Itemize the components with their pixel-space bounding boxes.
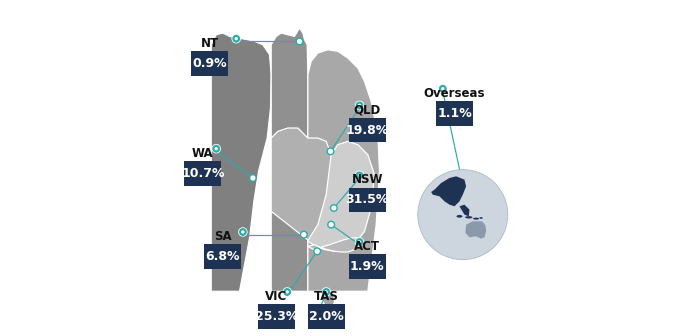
Text: 6.8%: 6.8%	[205, 250, 240, 263]
FancyBboxPatch shape	[349, 118, 386, 142]
Circle shape	[331, 205, 337, 211]
Circle shape	[441, 87, 444, 90]
Polygon shape	[308, 238, 360, 252]
Circle shape	[214, 147, 218, 150]
Circle shape	[355, 238, 364, 246]
Text: 1.1%: 1.1%	[437, 107, 472, 120]
Polygon shape	[357, 243, 362, 246]
Circle shape	[249, 175, 256, 181]
FancyBboxPatch shape	[349, 188, 386, 212]
Circle shape	[328, 221, 334, 228]
Polygon shape	[234, 40, 239, 43]
Text: Overseas: Overseas	[424, 87, 485, 100]
Circle shape	[296, 38, 303, 45]
FancyBboxPatch shape	[349, 254, 386, 279]
Text: 0.9%: 0.9%	[192, 57, 227, 70]
Circle shape	[285, 290, 289, 294]
Ellipse shape	[457, 215, 462, 218]
Text: ACT: ACT	[354, 240, 380, 253]
Circle shape	[241, 230, 245, 234]
Ellipse shape	[480, 217, 483, 219]
FancyBboxPatch shape	[185, 161, 221, 186]
Circle shape	[358, 240, 361, 244]
Circle shape	[238, 228, 247, 236]
Ellipse shape	[473, 218, 479, 220]
Text: QLD: QLD	[353, 103, 381, 116]
Text: 10.7%: 10.7%	[181, 167, 225, 180]
Polygon shape	[324, 293, 329, 296]
Polygon shape	[308, 141, 375, 251]
Circle shape	[283, 288, 291, 296]
Polygon shape	[357, 107, 362, 110]
Circle shape	[418, 170, 508, 260]
Ellipse shape	[465, 216, 473, 218]
Text: 31.5%: 31.5%	[345, 194, 389, 207]
Circle shape	[358, 174, 361, 177]
Text: 1.9%: 1.9%	[350, 260, 384, 273]
Polygon shape	[466, 221, 486, 239]
Polygon shape	[321, 291, 334, 309]
Text: 2.0%: 2.0%	[309, 310, 344, 323]
Polygon shape	[431, 176, 466, 206]
Polygon shape	[240, 233, 245, 236]
Text: NSW: NSW	[351, 173, 383, 186]
Circle shape	[438, 84, 447, 93]
Polygon shape	[214, 150, 219, 153]
Polygon shape	[357, 176, 362, 180]
Text: VIC: VIC	[265, 290, 287, 303]
Circle shape	[316, 305, 323, 311]
Text: TAS: TAS	[313, 290, 338, 303]
Polygon shape	[308, 50, 380, 291]
Polygon shape	[271, 128, 331, 241]
Circle shape	[300, 231, 307, 238]
Text: 19.8%: 19.8%	[346, 124, 389, 136]
Text: SA: SA	[214, 230, 232, 243]
FancyBboxPatch shape	[436, 101, 473, 126]
FancyBboxPatch shape	[308, 304, 344, 329]
Circle shape	[212, 144, 220, 153]
Text: WA: WA	[192, 147, 214, 160]
Text: 25.3%: 25.3%	[255, 310, 298, 323]
FancyBboxPatch shape	[258, 304, 295, 329]
FancyBboxPatch shape	[191, 51, 228, 76]
Polygon shape	[460, 205, 469, 216]
Text: NT: NT	[200, 37, 218, 50]
Polygon shape	[285, 293, 290, 296]
Circle shape	[314, 248, 320, 255]
Polygon shape	[440, 90, 446, 93]
Circle shape	[232, 34, 240, 43]
Circle shape	[234, 37, 238, 40]
Polygon shape	[271, 28, 308, 291]
FancyBboxPatch shape	[205, 244, 241, 269]
Circle shape	[358, 104, 361, 107]
Circle shape	[355, 171, 364, 180]
Circle shape	[327, 148, 334, 155]
Circle shape	[355, 101, 364, 110]
Circle shape	[325, 290, 328, 294]
Polygon shape	[212, 33, 271, 291]
Circle shape	[322, 288, 331, 296]
